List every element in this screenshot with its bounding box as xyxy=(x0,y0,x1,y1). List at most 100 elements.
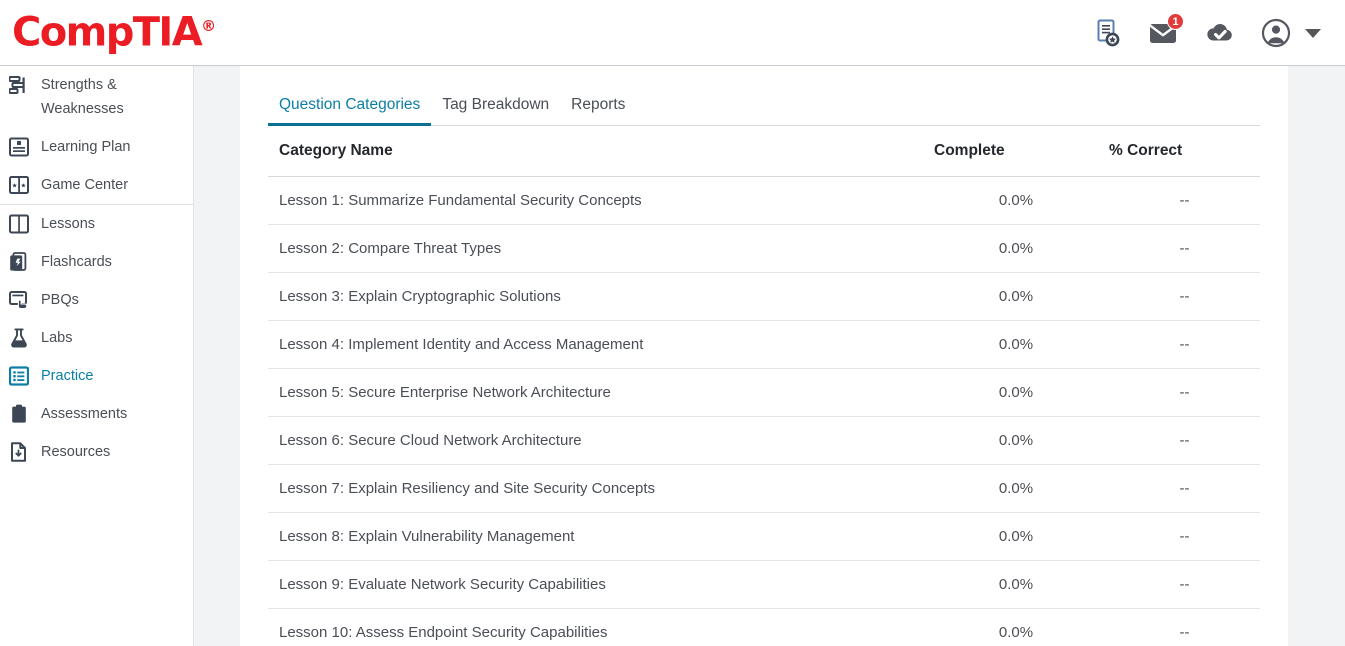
book-icon xyxy=(8,213,30,235)
cell-complete: 0.0% xyxy=(923,368,1098,417)
cell-percent-correct: -- xyxy=(1098,176,1260,225)
sidebar-item-assessments[interactable]: Assessments xyxy=(0,395,193,433)
table-row[interactable]: Lesson 10: Assess Endpoint Security Capa… xyxy=(268,608,1260,646)
flask-icon xyxy=(8,327,30,349)
clipboard-icon xyxy=(8,403,30,425)
cell-category-name: Lesson 4: Implement Identity and Access … xyxy=(268,320,923,369)
mail-unread-badge: 1 xyxy=(1167,13,1184,30)
table-header: Category Name Complete % Correct xyxy=(268,126,1260,177)
cell-category-name: Lesson 1: Summarize Fundamental Security… xyxy=(268,176,923,225)
cell-percent-correct: -- xyxy=(1098,512,1260,561)
cell-category-name: Lesson 7: Explain Resiliency and Site Se… xyxy=(268,464,923,513)
cell-complete: 0.0% xyxy=(923,512,1098,561)
cell-category-name: Lesson 6: Secure Cloud Network Architect… xyxy=(268,416,923,465)
table-row[interactable]: Lesson 1: Summarize Fundamental Security… xyxy=(268,176,1260,225)
sidebar-group-1: Strengths & Weaknesses Learning Plan xyxy=(0,66,193,204)
sidebar-item-label: PBQs xyxy=(41,292,79,308)
column-header-complete[interactable]: Complete xyxy=(923,126,1098,177)
sidebar-item-resources[interactable]: Resources xyxy=(0,433,193,471)
sidebar-item-flashcards[interactable]: Flashcards xyxy=(0,243,193,281)
sidebar-item-lessons[interactable]: Lessons xyxy=(0,205,193,243)
sidebar-item-label: Resources xyxy=(41,444,111,460)
cell-category-name: Lesson 2: Compare Threat Types xyxy=(268,224,923,273)
brand-name: CompTIA xyxy=(12,9,203,56)
cell-complete: 0.0% xyxy=(923,608,1098,646)
cell-complete: 0.0% xyxy=(923,560,1098,609)
flashcards-icon xyxy=(8,251,30,273)
table-row[interactable]: Lesson 2: Compare Threat Types 0.0% -- xyxy=(268,224,1260,273)
sidebar-item-label: Flashcards xyxy=(41,254,112,270)
table-row[interactable]: Lesson 6: Secure Cloud Network Architect… xyxy=(268,416,1260,465)
brand-registered-mark: ® xyxy=(201,16,217,35)
brand-wordmark: CompTIA® xyxy=(12,6,216,52)
tab-reports[interactable]: Reports xyxy=(571,96,626,113)
cloud-check-icon[interactable] xyxy=(1203,15,1237,51)
cell-category-name: Lesson 8: Explain Vulnerability Manageme… xyxy=(268,512,923,561)
main-content: Question Categories Tag Breakdown Report… xyxy=(240,66,1288,646)
sidebar-item-practice[interactable]: Practice xyxy=(0,357,193,395)
header-actions: 1 xyxy=(1091,0,1321,66)
cell-percent-correct: -- xyxy=(1098,368,1260,417)
table-row[interactable]: Lesson 4: Implement Identity and Access … xyxy=(268,320,1260,369)
sidebar-item-learning-plan[interactable]: Learning Plan xyxy=(0,128,193,166)
sidebar-item-labs[interactable]: Labs xyxy=(0,319,193,357)
column-header-percent-correct[interactable]: % Correct xyxy=(1098,126,1260,177)
pbq-icon xyxy=(8,289,30,311)
cell-percent-correct: -- xyxy=(1098,320,1260,369)
cell-percent-correct: -- xyxy=(1098,416,1260,465)
column-header-category-name[interactable]: Category Name xyxy=(268,126,923,177)
cell-percent-correct: -- xyxy=(1098,464,1260,513)
column-header-complete-label: Complete xyxy=(934,142,1005,159)
sidebar-item-pbqs[interactable]: PBQs xyxy=(0,281,193,319)
table-header-row: Category Name Complete % Correct xyxy=(268,126,1260,177)
cell-percent-correct: -- xyxy=(1098,608,1260,646)
app-header: CompTIA® 1 xyxy=(0,0,1345,66)
question-categories-table: Category Name Complete % Correct Lesson … xyxy=(268,126,1260,646)
cell-complete: 0.0% xyxy=(923,320,1098,369)
cell-percent-correct: -- xyxy=(1098,224,1260,273)
user-avatar-icon[interactable] xyxy=(1259,15,1293,51)
cell-percent-correct: -- xyxy=(1098,272,1260,321)
table-row[interactable]: Lesson 5: Secure Enterprise Network Arch… xyxy=(268,368,1260,417)
cell-percent-correct: -- xyxy=(1098,560,1260,609)
cell-complete: 0.0% xyxy=(923,416,1098,465)
game-center-icon xyxy=(8,174,30,196)
cell-complete: 0.0% xyxy=(923,464,1098,513)
mail-icon[interactable]: 1 xyxy=(1147,13,1184,51)
bar-list-icon xyxy=(8,74,30,96)
sidebar-item-game-center[interactable]: Game Center xyxy=(0,166,193,204)
table-row[interactable]: Lesson 9: Evaluate Network Security Capa… xyxy=(268,560,1260,609)
cell-category-name: Lesson 9: Evaluate Network Security Capa… xyxy=(268,560,923,609)
comptia-logo[interactable]: CompTIA® xyxy=(12,6,216,52)
cell-complete: 0.0% xyxy=(923,176,1098,225)
download-document-icon xyxy=(8,441,30,463)
cell-category-name: Lesson 10: Assess Endpoint Security Capa… xyxy=(268,608,923,646)
tab-tag-breakdown[interactable]: Tag Breakdown xyxy=(442,96,550,113)
sidebar-item-strengths-weaknesses[interactable]: Strengths & Weaknesses xyxy=(0,66,193,128)
learning-plan-icon xyxy=(8,136,30,158)
sidebar-nav[interactable]: Strengths & Weaknesses Learning Plan xyxy=(0,66,194,646)
cell-category-name: Lesson 5: Secure Enterprise Network Arch… xyxy=(268,368,923,417)
sidebar-item-label: Strengths & Weaknesses xyxy=(41,77,124,117)
sidebar-item-label: Practice xyxy=(41,368,94,384)
sidebar-group-2: Lessons Flashcards xyxy=(0,204,193,471)
sidebar-item-label: Game Center xyxy=(41,177,129,193)
cell-complete: 0.0% xyxy=(923,272,1098,321)
practice-list-icon xyxy=(8,365,30,387)
tab-question-categories[interactable]: Question Categories xyxy=(268,96,432,126)
content-tabs[interactable]: Question Categories Tag Breakdown Report… xyxy=(268,66,1260,126)
table-row[interactable]: Lesson 3: Explain Cryptographic Solution… xyxy=(268,272,1260,321)
sidebar-item-label: Learning Plan xyxy=(41,139,131,155)
cell-category-name: Lesson 3: Explain Cryptographic Solution… xyxy=(268,272,923,321)
cell-complete: 0.0% xyxy=(923,224,1098,273)
sidebar-item-label: Assessments xyxy=(41,406,128,422)
table-row[interactable]: Lesson 7: Explain Resiliency and Site Se… xyxy=(268,464,1260,513)
sidebar-item-label: Labs xyxy=(41,330,73,346)
account-chevron-down-icon[interactable] xyxy=(1305,28,1321,38)
content-gutter xyxy=(195,66,240,646)
sidebar-item-label: Lessons xyxy=(41,216,96,232)
document-star-icon[interactable] xyxy=(1091,15,1125,51)
table-row[interactable]: Lesson 8: Explain Vulnerability Manageme… xyxy=(268,512,1260,561)
table-body: Lesson 1: Summarize Fundamental Security… xyxy=(268,176,1260,646)
